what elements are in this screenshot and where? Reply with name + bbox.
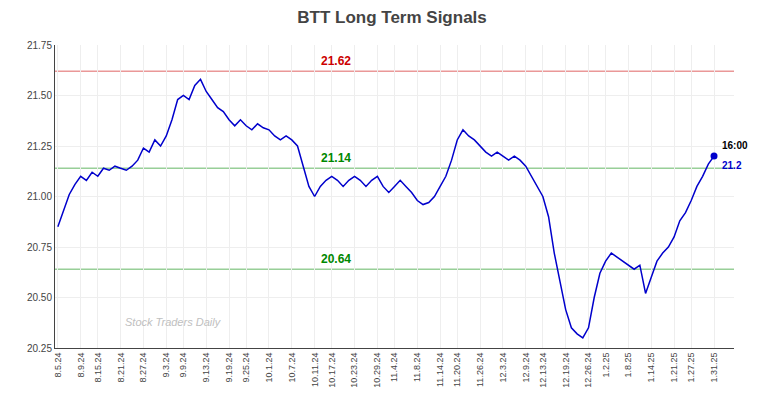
svg-text:8.21.24: 8.21.24 <box>116 353 126 383</box>
svg-text:BTT Long Term Signals: BTT Long Term Signals <box>297 8 487 27</box>
svg-text:11.26.24: 11.26.24 <box>475 353 485 387</box>
svg-text:8.27.24: 8.27.24 <box>138 353 148 383</box>
svg-text:11.4.24: 11.4.24 <box>389 353 399 382</box>
svg-text:10.23.24: 10.23.24 <box>349 353 359 388</box>
svg-text:20.50: 20.50 <box>27 292 52 303</box>
svg-text:9.19.24: 9.19.24 <box>224 353 234 383</box>
svg-text:16:00: 16:00 <box>722 140 748 151</box>
svg-text:10.29.24: 10.29.24 <box>372 353 382 388</box>
svg-text:1.27.25: 1.27.25 <box>686 353 696 383</box>
svg-text:9.3.24: 9.3.24 <box>161 353 171 378</box>
svg-text:8.5.24: 8.5.24 <box>53 353 63 378</box>
svg-text:12.19.24: 12.19.24 <box>561 353 571 388</box>
svg-text:21.50: 21.50 <box>27 90 52 101</box>
svg-text:9.9.24: 9.9.24 <box>178 353 188 378</box>
svg-text:20.25: 20.25 <box>27 343 52 354</box>
svg-text:11.8.24: 11.8.24 <box>412 353 422 382</box>
svg-text:12.13.24: 12.13.24 <box>538 353 548 388</box>
svg-text:9.13.24: 9.13.24 <box>201 353 211 383</box>
svg-text:11.20.24: 11.20.24 <box>452 353 462 387</box>
svg-text:10.7.24: 10.7.24 <box>287 353 297 383</box>
svg-text:21.14: 21.14 <box>321 151 351 165</box>
svg-text:21.25: 21.25 <box>27 141 52 152</box>
svg-text:1.2.25: 1.2.25 <box>601 353 611 378</box>
svg-text:1.14.25: 1.14.25 <box>646 353 656 383</box>
svg-text:1.31.25: 1.31.25 <box>709 353 719 383</box>
svg-text:12.9.24: 12.9.24 <box>521 353 531 383</box>
svg-text:Stock Traders Daily: Stock Traders Daily <box>125 316 222 328</box>
svg-text:10.11.24: 10.11.24 <box>310 353 320 387</box>
svg-text:9.25.24: 9.25.24 <box>241 353 251 383</box>
svg-text:12.3.24: 12.3.24 <box>498 353 508 383</box>
svg-text:20.75: 20.75 <box>27 242 52 253</box>
svg-text:10.1.24: 10.1.24 <box>264 353 274 383</box>
svg-text:21.62: 21.62 <box>321 54 351 68</box>
svg-text:12.26.24: 12.26.24 <box>583 353 593 388</box>
svg-text:1.8.25: 1.8.25 <box>623 353 633 378</box>
svg-text:1.21.25: 1.21.25 <box>669 353 679 383</box>
svg-text:20.64: 20.64 <box>321 252 351 266</box>
svg-text:21.00: 21.00 <box>27 191 52 202</box>
svg-text:8.9.24: 8.9.24 <box>76 353 86 378</box>
svg-text:10.17.24: 10.17.24 <box>327 353 337 388</box>
svg-text:8.15.24: 8.15.24 <box>93 353 103 383</box>
svg-text:11.14.24: 11.14.24 <box>435 353 445 387</box>
svg-text:21.75: 21.75 <box>27 40 52 51</box>
svg-text:21.2: 21.2 <box>722 160 742 171</box>
